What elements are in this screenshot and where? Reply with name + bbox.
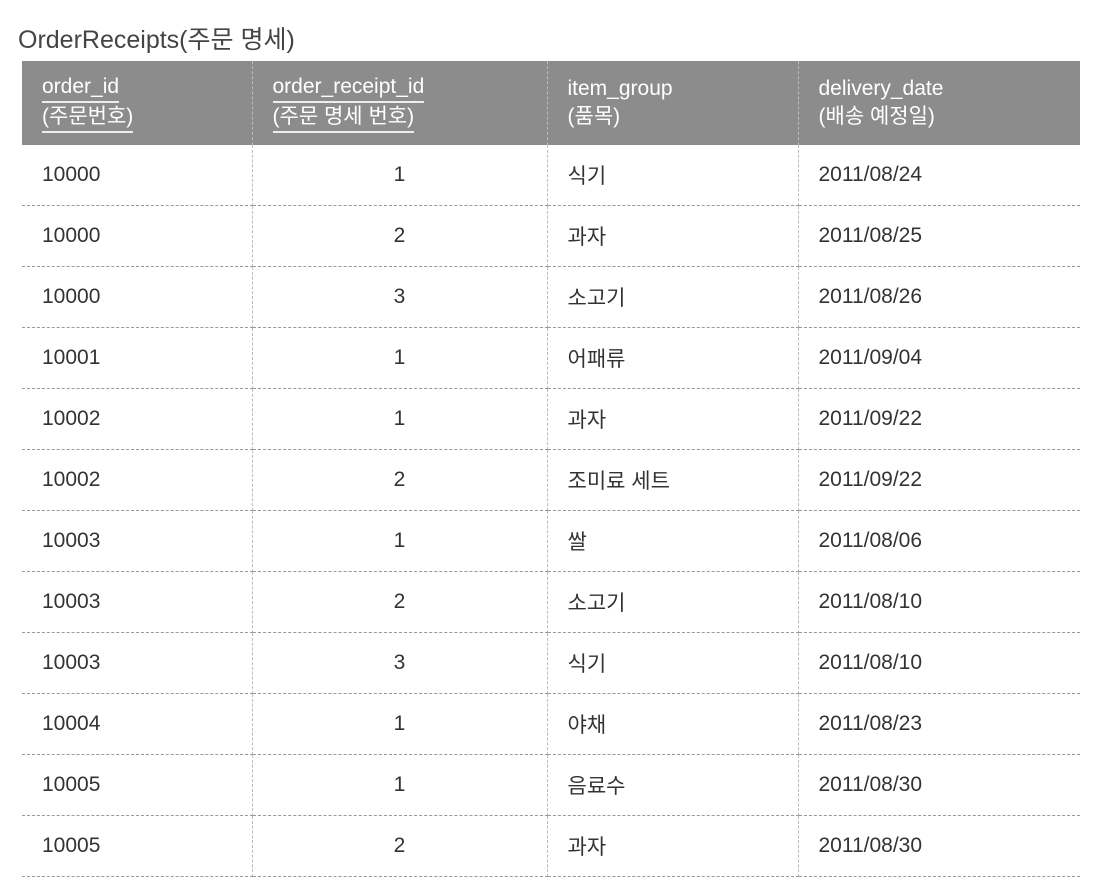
cell-order-id: 10000 — [22, 266, 253, 328]
column-name: item_group — [567, 77, 673, 100]
column-header-order-receipt-id: order_receipt_id (주문 명세 번호) — [252, 61, 548, 145]
cell-delivery-date: 2011/08/30 — [798, 754, 1080, 816]
cell-order-id: 10000 — [22, 205, 253, 267]
table-row: 10000 2 과자 2011/08/25 — [22, 205, 1080, 267]
cell-item-group: 소고기 — [547, 571, 799, 633]
cell-delivery-date: 2011/09/22 — [798, 388, 1080, 450]
cell-delivery-date: 2011/08/10 — [798, 632, 1080, 694]
cell-order-id: 10005 — [22, 815, 253, 877]
cell-order-receipt-id: 1 — [252, 327, 548, 389]
cell-order-receipt-id: 3 — [252, 266, 548, 328]
cell-order-id: 10005 — [22, 754, 253, 816]
cell-delivery-date: 2011/08/24 — [798, 145, 1080, 206]
table-row: 10003 1 쌀 2011/08/06 — [22, 510, 1080, 572]
cell-item-group: 어패류 — [547, 327, 799, 389]
column-label: (주문 명세 번호) — [272, 103, 415, 133]
cell-order-receipt-id: 2 — [252, 571, 548, 633]
cell-item-group: 식기 — [547, 632, 799, 694]
cell-item-group: 과자 — [547, 815, 799, 877]
cell-order-id: 10003 — [22, 632, 253, 694]
cell-order-receipt-id: 2 — [252, 449, 548, 511]
cell-delivery-date: 2011/09/04 — [798, 327, 1080, 389]
cell-order-id: 10002 — [22, 388, 253, 450]
cell-item-group: 야채 — [547, 693, 799, 755]
column-label: (품목) — [567, 105, 621, 128]
cell-delivery-date: 2011/08/25 — [798, 205, 1080, 267]
cell-order-receipt-id: 3 — [252, 632, 548, 694]
table-row: 10004 1 야채 2011/08/23 — [22, 693, 1080, 755]
cell-order-receipt-id: 1 — [252, 388, 548, 450]
cell-delivery-date: 2011/08/30 — [798, 815, 1080, 877]
table-row: 10000 1 식기 2011/08/24 — [22, 145, 1080, 206]
table-row: 10001 1 어패류 2011/09/04 — [22, 327, 1080, 389]
cell-item-group: 소고기 — [547, 266, 799, 328]
cell-delivery-date: 2011/08/10 — [798, 571, 1080, 633]
table-row: 10002 1 과자 2011/09/22 — [22, 388, 1080, 450]
column-label: (배송 예정일) — [818, 105, 935, 128]
column-label: (주문번호) — [42, 103, 134, 133]
table-row: 10003 2 소고기 2011/08/10 — [22, 571, 1080, 633]
column-header-delivery-date: delivery_date (배송 예정일) — [798, 61, 1080, 145]
cell-order-id: 10001 — [22, 327, 253, 389]
cell-order-id: 10003 — [22, 510, 253, 572]
table-row: 10005 1 음료수 2011/08/30 — [22, 754, 1080, 816]
cell-order-id: 10000 — [22, 145, 253, 206]
cell-order-id: 10002 — [22, 449, 253, 511]
cell-item-group: 조미료 세트 — [547, 449, 799, 511]
column-name: order_receipt_id — [272, 73, 425, 103]
cell-order-receipt-id: 1 — [252, 754, 548, 816]
table-row: 10003 3 식기 2011/08/10 — [22, 632, 1080, 694]
cell-item-group: 식기 — [547, 145, 799, 206]
table-title: OrderReceipts(주문 명세) — [18, 26, 295, 54]
cell-item-group: 과자 — [547, 205, 799, 267]
cell-order-receipt-id: 1 — [252, 145, 548, 206]
cell-order-id: 10004 — [22, 693, 253, 755]
cell-order-receipt-id: 2 — [252, 205, 548, 267]
cell-order-receipt-id: 1 — [252, 510, 548, 572]
table-row: 10005 2 과자 2011/08/30 — [22, 815, 1080, 877]
cell-delivery-date: 2011/09/22 — [798, 449, 1080, 511]
cell-order-receipt-id: 2 — [252, 815, 548, 877]
table-row: 10002 2 조미료 세트 2011/09/22 — [22, 449, 1080, 511]
cell-item-group: 음료수 — [547, 754, 799, 816]
column-name: order_id — [42, 73, 120, 103]
cell-item-group: 쌀 — [547, 510, 799, 572]
table-row: 10000 3 소고기 2011/08/26 — [22, 266, 1080, 328]
column-header-order-id: order_id (주문번호) — [22, 61, 253, 145]
cell-item-group: 과자 — [547, 388, 799, 450]
column-header-item-group: item_group (품목) — [547, 61, 799, 145]
order-receipts-table: order_id (주문번호) order_receipt_id (주문 명세 번호… — [22, 61, 1080, 877]
cell-delivery-date: 2011/08/06 — [798, 510, 1080, 572]
cell-order-receipt-id: 1 — [252, 693, 548, 755]
column-name: delivery_date — [818, 77, 944, 100]
header-row: order_id (주문번호) order_receipt_id (주문 명세 번호… — [22, 61, 1080, 145]
cell-delivery-date: 2011/08/26 — [798, 266, 1080, 328]
cell-delivery-date: 2011/08/23 — [798, 693, 1080, 755]
cell-order-id: 10003 — [22, 571, 253, 633]
